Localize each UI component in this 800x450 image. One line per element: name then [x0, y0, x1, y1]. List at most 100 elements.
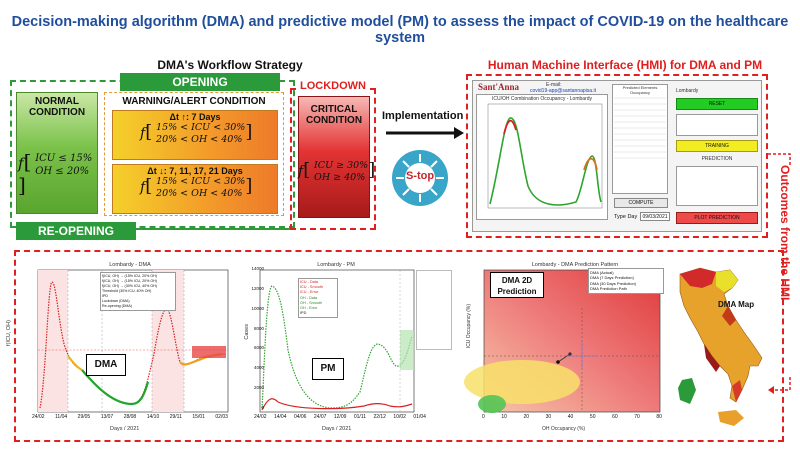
map-sardinia: [678, 378, 696, 404]
pm-legend-6: IPD: [300, 311, 307, 316]
hmi-region-label: Lombardy: [676, 88, 699, 94]
type-day-input[interactable]: 09/03/2021: [640, 212, 670, 221]
pm-tick-x-2: 04/06: [293, 414, 307, 420]
dma2d-tick-x-7: 70: [634, 414, 640, 420]
normal-oh: OH ≤ 20%: [35, 166, 90, 177]
critical-icu: ICU ≥ 30%: [314, 160, 369, 171]
warning-up-oh: 20% < OH < 40%: [156, 134, 243, 145]
hmi-chart-title: ICU/OH Combination Occupancy - Lombardy: [491, 96, 593, 102]
dma2d-tick-x-2: 20: [523, 414, 530, 420]
normal-condition-title: NORMAL CONDITION: [28, 96, 86, 118]
dma-xlabel: Days / 2021: [110, 426, 140, 432]
normal-formula: f[ ICU ≤ 15% OH ≤ 20% ]: [18, 149, 93, 197]
dma2d-tick-x-0: 0: [482, 414, 485, 420]
dma2d-ylabel: ICU Occupancy (%): [466, 304, 472, 349]
dma-legend-2: f(ICU, OH) → (30% ICU, 40% OH): [102, 284, 157, 288]
dma-tick-x-2: 29/05: [77, 414, 91, 420]
type-day-label: Type Day: [614, 214, 638, 220]
dma-legend-4: IPD: [102, 294, 108, 298]
critical-oh: OH ≥ 40%: [314, 172, 366, 183]
hmi-email: covid19-app@santannapisa.it: [530, 88, 596, 94]
dma2d-xlabel: OH Occupancy (%): [542, 426, 586, 432]
dma2d-panel-label: DMA 2D Prediction: [490, 272, 544, 298]
warning-down-formula: f[ 15% < ICU < 30% 20% < OH < 40% ]: [140, 175, 253, 199]
pm-tick-x-4: 12/09: [333, 414, 347, 420]
pm-legend-1: ICU - Smooth: [300, 285, 323, 290]
hmi-table-header: Predicted Elements Occupancy: [622, 85, 658, 95]
outcomes-frame: [14, 250, 784, 442]
dma-ylabel: f(ICU, OH): [6, 320, 12, 346]
pm-chart-title: Lombardy - PM: [317, 262, 355, 268]
dma-legend-3: Threshold (30% ICU, 40% OH): [102, 289, 152, 293]
dma-tick-x-7: 15/01: [192, 414, 205, 420]
dma2d-tick-x-1: 10: [501, 414, 507, 420]
implementation-arrow: [386, 127, 464, 139]
pm-legend-3: OH - Data: [300, 295, 318, 300]
dma2d-tick-x-8: 80: [656, 414, 662, 420]
pm-xlabel: Days / 2021: [322, 426, 352, 432]
reopening-bar: RE-OPENING: [16, 222, 136, 240]
pm-legend-0: ICU - Data: [300, 280, 318, 284]
pm-tick-x-7: 10/02: [393, 414, 406, 420]
compute-button[interactable]: COMPUTE: [614, 198, 668, 208]
pm-tick-x-0: 24/02: [254, 414, 267, 420]
pm-tick-x-6: 22/12: [373, 414, 386, 420]
days-down: ↓: 7, 11, 17, 21 Days: [159, 166, 243, 176]
pm-tick-x-3: 24/07: [313, 414, 327, 420]
dma2d-chart-title: Lombardy - DMA Prediction Pattern: [531, 262, 619, 268]
hmi-chart: [487, 103, 603, 209]
dma2d-ticks-x: 0 10 20 30 40 50 60 70 80: [482, 414, 662, 420]
implementation-label: Implementation: [382, 110, 464, 122]
dma-panel-label: DMA: [86, 354, 126, 376]
hmi-title: Human Machine Interface (HMI) for DMA an…: [487, 58, 763, 72]
warning-up-icu: 15% < ICU < 30%: [156, 122, 246, 133]
page-title: Decision-making algorithm (DMA) and pred…: [11, 14, 789, 46]
hmi-thresholds: [676, 114, 758, 136]
reset-button[interactable]: RESET: [676, 98, 758, 110]
pm-tick-x-8: 01/04: [413, 414, 426, 420]
hmi-brand: Sant'Anna: [478, 82, 520, 92]
dma-legend-1: f(ICU, OH) → (15% ICU, 20% OH): [102, 279, 157, 283]
pm-ticks-x: 24/02 14/04 04/06 24/07 12/09 01/11 22/1…: [254, 414, 426, 420]
warning-up-days: Δt ↑: 7 Days: [112, 112, 278, 122]
dma2d-legend-3: DMA Prediction Path: [590, 286, 627, 292]
normal-f: f: [18, 154, 24, 173]
outcomes-label: Outcomes from the HMI: [778, 165, 792, 375]
hmi-email-label: E-mail:: [546, 82, 562, 88]
pm-ticks-y: 0 2000 4000 6000 8000 10000 12000 14000: [246, 266, 264, 410]
normal-condition-box: [16, 92, 98, 214]
training-button[interactable]: TRAINING: [676, 140, 758, 152]
dma-tick-x-3: 13/07: [100, 414, 114, 420]
delta-down: Δt: [147, 166, 157, 176]
map-sicily: [718, 410, 744, 426]
italy-map: [678, 267, 763, 426]
pm-legend-4: OH - Smooth: [300, 300, 323, 305]
pm-tick-y-3: 6000: [253, 345, 264, 351]
warning-box-down: [112, 164, 278, 214]
dma2d-legend-1: DMA (7 Days Prediction): [590, 275, 634, 281]
delta-up: Δt: [169, 112, 179, 122]
hmi-prediction-panel: [676, 166, 758, 206]
dma2d-legend-2: DMA (30 Days Prediction): [590, 280, 637, 286]
dma2d-legend-0: DMA (Actual): [590, 270, 614, 275]
pm-legend: ICU - Data ICU - Smooth ICU - Error OH -…: [298, 278, 338, 319]
plot-prediction-button[interactable]: PLOT PREDICTION: [676, 212, 758, 224]
lockdown-label: LOCKDOWN: [296, 80, 370, 92]
normal-icu: ICU ≤ 15%: [35, 153, 93, 164]
warning-down-days: Δt ↓: 7, 11, 17, 21 Days: [112, 166, 278, 176]
pm-tick-y-0: 0: [261, 404, 264, 410]
prediction-title: PREDICTION: [701, 156, 733, 162]
dma2d-tick-x-6: 60: [612, 414, 618, 420]
warning-frame: [104, 92, 284, 216]
map-label: DMA Map: [718, 300, 755, 309]
dma-tick-x-5: 14/10: [146, 414, 160, 420]
workflow-title: DMA's Workflow Strategy: [157, 58, 303, 72]
dma-legend-6: Re-opening (DMA): [102, 304, 132, 308]
critical-formula: f[ ICU ≥ 30% OH ≥ 40% ]: [298, 159, 376, 183]
dma2d-tick-x-3: 30: [545, 414, 552, 420]
critical-condition-box: [298, 96, 370, 218]
dma-tick-x-1: 11/04: [55, 414, 68, 420]
pm-tick-y-7: 14000: [251, 266, 264, 271]
dma-ticks-x: 24/02 11/04 29/05 13/07 28/08 14/10 29/1…: [32, 414, 228, 420]
pm-side-notes: [416, 270, 452, 350]
